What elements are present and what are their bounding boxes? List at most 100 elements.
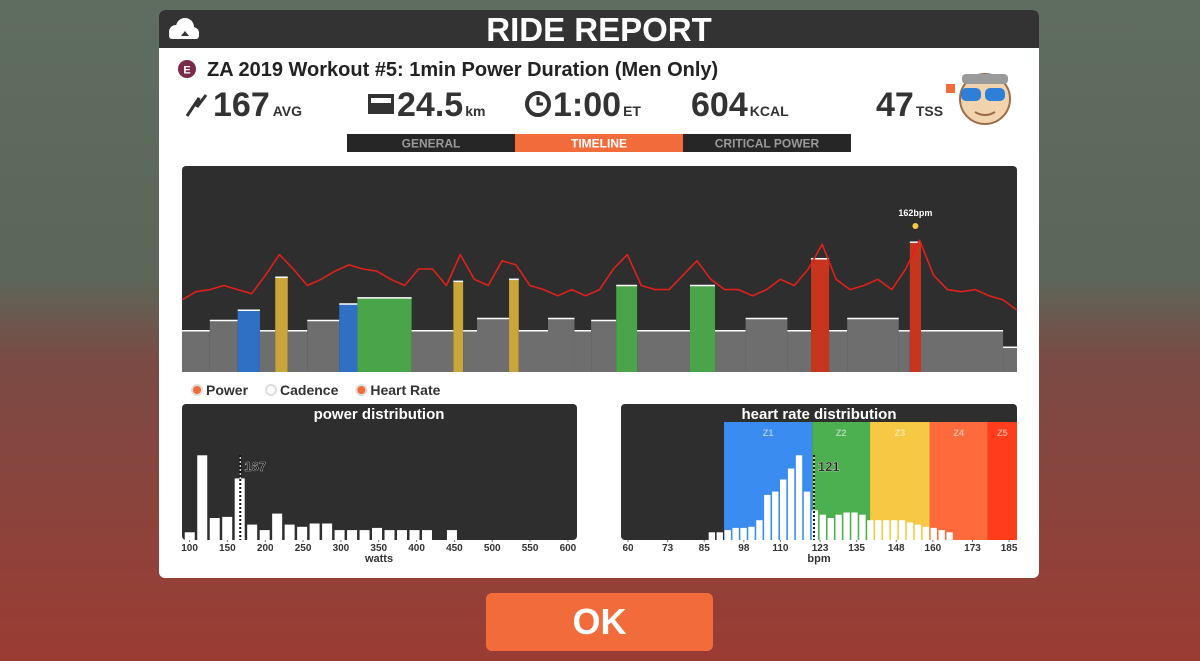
histogram-bar xyxy=(197,455,208,540)
histogram-bar xyxy=(184,532,195,540)
ok-button-label[interactable]: OK xyxy=(573,601,627,642)
histogram-bar xyxy=(922,526,930,540)
histogram-bar xyxy=(372,527,383,540)
tab[interactable] xyxy=(347,134,515,152)
histogram-bar xyxy=(716,532,723,540)
power-segment xyxy=(898,330,910,372)
average-label: 121 xyxy=(818,459,840,474)
histogram-bar xyxy=(708,532,716,540)
x-tick-label: 450 xyxy=(446,543,463,554)
x-tick-label: 173 xyxy=(964,543,981,554)
histogram-bar xyxy=(724,530,731,540)
stat-value: 1:00 xyxy=(553,86,621,124)
zone-label: Z1 xyxy=(763,428,774,438)
power-segment xyxy=(909,242,921,372)
x-tick-label: 100 xyxy=(181,543,198,554)
x-tick-label: 250 xyxy=(295,543,312,554)
chart-title: heart rate distribution xyxy=(741,406,896,423)
average-label: 167 xyxy=(244,459,266,474)
stat-calories: 604 KCAL xyxy=(691,86,789,124)
header-bar xyxy=(159,10,1039,48)
tss-info[interactable] xyxy=(946,84,955,93)
legend-dot[interactable] xyxy=(265,384,278,396)
power-segment xyxy=(847,318,899,372)
x-tick-label: 350 xyxy=(370,543,387,554)
legend-dot[interactable] xyxy=(355,384,368,396)
histogram-bar xyxy=(875,520,882,540)
histogram-bar xyxy=(914,524,922,540)
x-tick-label: 500 xyxy=(484,543,501,554)
x-tick-label: 73 xyxy=(662,543,674,554)
power-segment xyxy=(453,281,464,372)
histogram-bar xyxy=(384,530,395,540)
stat-value: 47 xyxy=(876,86,914,124)
power-segment xyxy=(548,318,575,372)
histogram-bar xyxy=(740,527,747,540)
stat-unit: km xyxy=(465,103,485,119)
axis-label: watts xyxy=(364,553,393,565)
x-tick-label: 400 xyxy=(408,543,425,554)
zone-label: Z4 xyxy=(954,428,965,438)
histogram-bar xyxy=(359,530,370,540)
histogram-bar xyxy=(284,524,295,540)
ok-button-bg[interactable] xyxy=(486,593,713,651)
histogram-bar xyxy=(835,514,842,540)
ok-button[interactable]: OK xyxy=(486,593,713,651)
legend-dot[interactable] xyxy=(191,384,203,396)
histogram-bar xyxy=(843,512,850,540)
histogram-bar xyxy=(827,518,834,540)
clock-icon xyxy=(525,91,551,117)
tab[interactable] xyxy=(515,134,683,152)
legend-label[interactable]: Heart Rate xyxy=(370,382,440,398)
histogram-bar xyxy=(247,524,258,540)
legend-label[interactable]: Cadence xyxy=(280,382,339,398)
histogram-bar xyxy=(819,514,826,540)
tab-label[interactable]: GENERAL xyxy=(402,137,461,151)
x-tick-label: 110 xyxy=(772,543,789,554)
cloud-icon[interactable] xyxy=(169,18,199,39)
avatar xyxy=(959,73,1011,125)
power-segment xyxy=(357,297,412,372)
histogram-bar xyxy=(803,491,811,540)
legend-label[interactable]: Power xyxy=(206,382,249,398)
tab-bar: GENERAL TIMELINE CRITICAL POWER xyxy=(347,134,851,152)
power-distribution-chart xyxy=(182,404,577,540)
power-segment xyxy=(307,320,340,372)
tab-label[interactable]: TIMELINE xyxy=(571,137,627,151)
power-segment xyxy=(715,330,746,372)
histogram-bar xyxy=(259,530,270,540)
power-segment xyxy=(920,330,1004,372)
power-segment xyxy=(259,330,276,372)
histogram-bar xyxy=(867,520,874,540)
x-tick-label: 148 xyxy=(888,543,905,554)
histogram-bar xyxy=(780,479,787,540)
power-segment xyxy=(811,258,830,372)
chart-title: power distribution xyxy=(314,406,445,423)
histogram-bar xyxy=(748,526,755,540)
power-segment xyxy=(209,320,238,372)
histogram-bar xyxy=(421,530,432,540)
histogram-bar xyxy=(222,516,233,540)
power-segment xyxy=(637,330,690,372)
tab-label[interactable]: CRITICAL POWER xyxy=(715,137,820,151)
power-segment xyxy=(745,318,788,372)
power-segment xyxy=(275,277,288,372)
power-segment xyxy=(411,330,454,372)
power-segment xyxy=(829,330,848,372)
x-tick-label: 135 xyxy=(848,543,865,554)
workout-name: ZA 2019 Workout #5: 1min Power Duration … xyxy=(207,59,718,81)
histogram-bar xyxy=(334,530,345,540)
power-segment xyxy=(237,310,260,372)
histogram-bar xyxy=(811,510,819,540)
stat-value: 24.5 xyxy=(397,86,463,124)
x-tick-label: 600 xyxy=(560,543,577,554)
stat-power: 167 AVG xyxy=(213,86,302,124)
stat-value: 604 xyxy=(691,86,748,124)
power-icon xyxy=(185,94,208,117)
tab[interactable] xyxy=(683,134,851,152)
clock-hands xyxy=(536,97,543,106)
hr-zone xyxy=(929,422,988,540)
header-title: RIDE REPORT xyxy=(486,11,712,48)
histogram-bar xyxy=(883,520,890,540)
x-tick-label: 123 xyxy=(812,543,829,554)
